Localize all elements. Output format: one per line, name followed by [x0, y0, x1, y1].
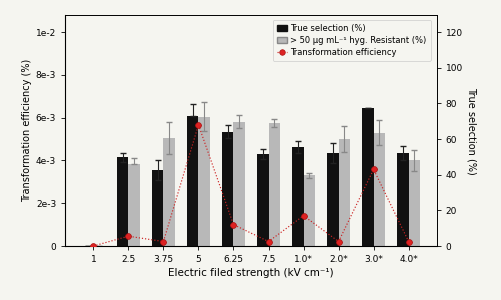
Bar — [303, 176, 314, 246]
Bar — [152, 170, 163, 246]
Bar — [222, 132, 233, 246]
Bar — [373, 133, 384, 246]
Bar — [257, 154, 268, 246]
Bar — [187, 116, 198, 246]
Bar — [362, 108, 373, 246]
Bar — [338, 139, 349, 246]
Bar — [198, 117, 209, 246]
Bar — [268, 123, 279, 246]
Y-axis label: True selection (%): True selection (%) — [466, 87, 476, 174]
Bar — [117, 157, 128, 246]
Bar — [292, 146, 303, 246]
Bar — [408, 160, 419, 246]
Bar — [128, 164, 139, 246]
Y-axis label: Transformation efficiency (%): Transformation efficiency (%) — [22, 59, 32, 202]
X-axis label: Electric filed strength (kV cm⁻¹): Electric filed strength (kV cm⁻¹) — [168, 268, 333, 278]
Legend: True selection (%), > 50 μg mL⁻¹ hyg. Resistant (%), Transformation efficiency: True selection (%), > 50 μg mL⁻¹ hyg. Re… — [272, 20, 430, 61]
Bar — [163, 138, 174, 246]
Bar — [233, 122, 244, 246]
Bar — [327, 153, 338, 246]
Bar — [397, 153, 408, 246]
